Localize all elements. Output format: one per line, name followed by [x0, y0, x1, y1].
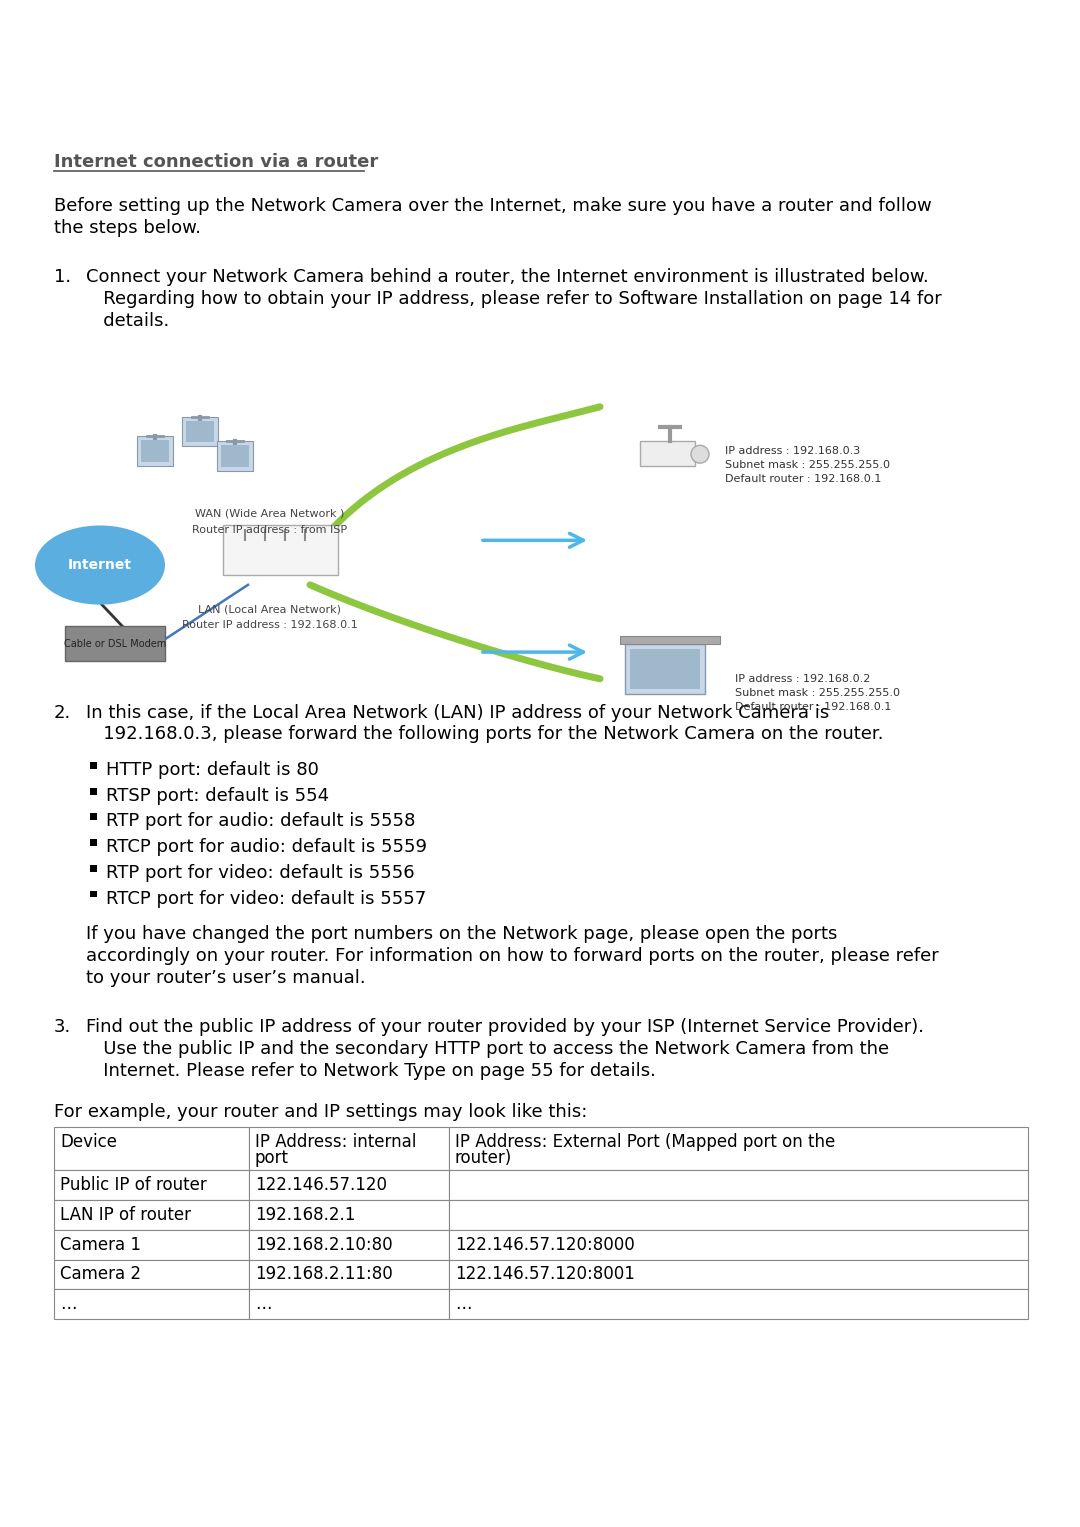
Bar: [221, 446, 249, 467]
Text: Default router : 192.168.0.1: Default router : 192.168.0.1: [735, 701, 891, 712]
Text: RTCP port for audio: default is 5559: RTCP port for audio: default is 5559: [106, 838, 427, 857]
Text: Use the public IP and the secondary HTTP port to access the Network Camera from : Use the public IP and the secondary HTTP…: [86, 1040, 889, 1058]
Bar: [640, 441, 696, 466]
Bar: [449, 1289, 1028, 1319]
Bar: [217, 441, 253, 470]
Text: 122.146.57.120:8001: 122.146.57.120:8001: [455, 1266, 635, 1283]
Bar: [90, 762, 97, 768]
Text: LAN IP of router: LAN IP of router: [60, 1206, 191, 1225]
Text: WAN (Wide Area Network ): WAN (Wide Area Network ): [195, 508, 345, 519]
Bar: [625, 644, 705, 693]
Text: Regarding how to obtain your IP address, please refer to Software Installation o: Regarding how to obtain your IP address,…: [86, 290, 942, 308]
Bar: [630, 649, 700, 689]
Text: IP address : 192.168.0.3: IP address : 192.168.0.3: [725, 446, 861, 457]
Bar: [186, 420, 214, 443]
Text: 192.168.2.10:80: 192.168.2.10:80: [255, 1235, 393, 1254]
Text: Camera 2: Camera 2: [60, 1266, 141, 1283]
Text: …: …: [455, 1295, 472, 1313]
Text: 192.168.2.11:80: 192.168.2.11:80: [255, 1266, 393, 1283]
Text: Find out the public IP address of your router provided by your ISP (Internet Ser: Find out the public IP address of your r…: [86, 1019, 924, 1037]
Text: Router IP address : from ISP: Router IP address : from ISP: [192, 525, 348, 536]
Bar: [90, 890, 97, 898]
Text: Internet: Internet: [68, 557, 132, 573]
Bar: [449, 1171, 1028, 1200]
Text: …: …: [60, 1295, 77, 1313]
Text: Router IP address : 192.168.0.1: Router IP address : 192.168.0.1: [183, 620, 357, 631]
Text: HTTP port: default is 80: HTTP port: default is 80: [106, 760, 319, 779]
Text: port: port: [255, 1148, 289, 1167]
Bar: [90, 788, 97, 794]
Ellipse shape: [691, 446, 708, 463]
Bar: [249, 1229, 449, 1260]
Text: accordingly on your router. For information on how to forward ports on the route: accordingly on your router. For informat…: [86, 947, 939, 965]
Text: 192.168.2.1: 192.168.2.1: [255, 1206, 355, 1225]
Bar: [65, 626, 165, 661]
Text: router): router): [455, 1148, 512, 1167]
Bar: [183, 417, 218, 446]
Text: IP Address: External Port (Mapped port on the: IP Address: External Port (Mapped port o…: [455, 1133, 835, 1151]
Bar: [54, 1171, 249, 1200]
Bar: [90, 838, 97, 846]
Bar: [249, 1200, 449, 1229]
Bar: [141, 440, 168, 463]
Text: details.: details.: [86, 312, 170, 330]
Text: 122.146.57.120:8000: 122.146.57.120:8000: [455, 1235, 635, 1254]
Text: RTP port for audio: default is 5558: RTP port for audio: default is 5558: [106, 812, 416, 831]
Text: Camera 1: Camera 1: [60, 1235, 141, 1254]
Text: Public IP of router: Public IP of router: [60, 1176, 206, 1194]
Bar: [449, 1260, 1028, 1289]
Bar: [449, 1229, 1028, 1260]
Text: RTCP port for video: default is 5557: RTCP port for video: default is 5557: [106, 890, 427, 907]
Bar: [249, 1260, 449, 1289]
Bar: [249, 1127, 449, 1171]
Text: RTP port for video: default is 5556: RTP port for video: default is 5556: [106, 864, 415, 881]
Text: For example, your router and IP settings may look like this:: For example, your router and IP settings…: [54, 1102, 588, 1121]
Bar: [54, 1289, 249, 1319]
Text: Connect your Network Camera behind a router, the Internet environment is illustr: Connect your Network Camera behind a rou…: [86, 269, 929, 286]
Bar: [54, 1260, 249, 1289]
Text: Device: Device: [60, 1133, 117, 1151]
Text: RTSP port: default is 554: RTSP port: default is 554: [106, 786, 329, 805]
Bar: [90, 864, 97, 872]
Text: Cable or DSL Modem: Cable or DSL Modem: [64, 640, 166, 649]
Text: to your router’s user’s manual.: to your router’s user’s manual.: [86, 968, 366, 986]
Bar: [54, 1127, 249, 1171]
Text: IP Address: internal: IP Address: internal: [255, 1133, 417, 1151]
Text: Before setting up the Network Camera over the Internet, make sure you have a rou: Before setting up the Network Camera ove…: [54, 197, 932, 215]
Bar: [222, 525, 338, 576]
Bar: [90, 814, 97, 820]
Text: Default router : 192.168.0.1: Default router : 192.168.0.1: [725, 473, 881, 484]
Text: LAN (Local Area Network): LAN (Local Area Network): [199, 605, 341, 614]
Text: In this case, if the Local Area Network (LAN) IP address of your Network Camera : In this case, if the Local Area Network …: [86, 704, 829, 722]
Text: …: …: [255, 1295, 271, 1313]
Text: Subnet mask : 255.255.255.0: Subnet mask : 255.255.255.0: [735, 687, 900, 698]
Bar: [449, 1200, 1028, 1229]
Ellipse shape: [35, 525, 165, 605]
Text: Internet. Please refer to Network Type on page 55 for details.: Internet. Please refer to Network Type o…: [86, 1061, 656, 1080]
Text: 2.: 2.: [54, 704, 71, 722]
Text: IP address : 192.168.0.2: IP address : 192.168.0.2: [735, 673, 870, 684]
Text: 1.: 1.: [54, 269, 71, 286]
Text: the steps below.: the steps below.: [54, 218, 201, 237]
Bar: [249, 1171, 449, 1200]
Bar: [620, 637, 720, 644]
Bar: [54, 1229, 249, 1260]
Text: 12 - User's Manual: 12 - User's Manual: [41, 1490, 158, 1503]
Bar: [54, 1200, 249, 1229]
Text: If you have changed the port numbers on the Network page, please open the ports: If you have changed the port numbers on …: [86, 925, 837, 944]
Text: VIVOTEK: VIVOTEK: [41, 56, 109, 70]
Bar: [249, 1289, 449, 1319]
Text: 192.168.0.3, please forward the following ports for the Network Camera on the ro: 192.168.0.3, please forward the followin…: [86, 725, 883, 744]
Text: Internet connection via a router: Internet connection via a router: [54, 153, 378, 171]
Text: 122.146.57.120: 122.146.57.120: [255, 1176, 387, 1194]
Bar: [449, 1127, 1028, 1171]
Bar: [137, 437, 173, 466]
Text: 3.: 3.: [54, 1019, 71, 1037]
Text: Subnet mask : 255.255.255.0: Subnet mask : 255.255.255.0: [725, 460, 890, 470]
